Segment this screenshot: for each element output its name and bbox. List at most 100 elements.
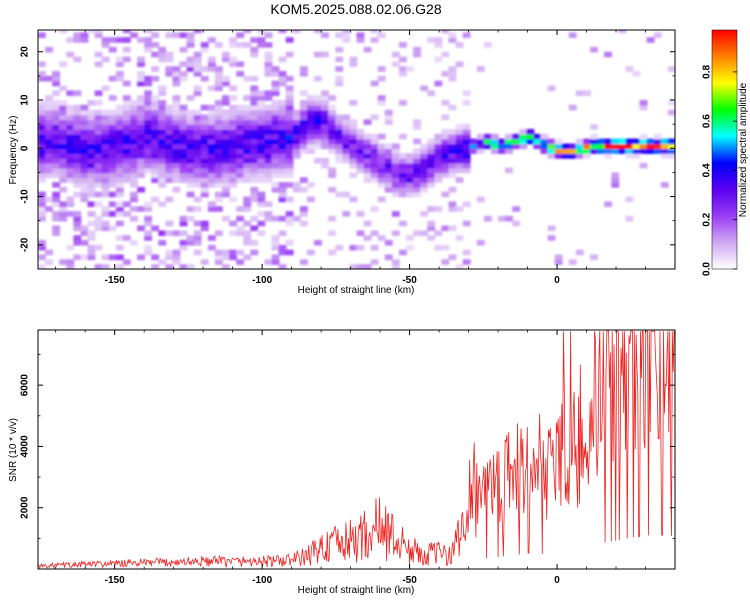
heatmap-cell [193, 61, 202, 67]
heatmap-cell [448, 32, 457, 38]
heatmap-cell [413, 167, 421, 174]
heatmap-cell [448, 71, 457, 77]
heatmap-cell [94, 264, 103, 269]
heatmap-cell [420, 143, 429, 150]
heatmap-cell [434, 138, 443, 145]
heatmap-cell [278, 172, 287, 178]
heatmap-cell [540, 133, 549, 140]
heatmap-cell [250, 85, 259, 92]
heatmap-cell [413, 124, 421, 130]
heatmap-cell [448, 148, 457, 154]
heatmap-cell [193, 157, 202, 164]
heatmap-cell [193, 230, 202, 236]
heatmap-cell [363, 157, 372, 164]
heatmap-cell [299, 206, 308, 212]
heatmap-cell [399, 167, 407, 174]
heatmap-cell [250, 249, 259, 256]
heatmap-cell [271, 182, 280, 188]
heatmap-cell [144, 129, 153, 135]
heatmap-cell [94, 182, 103, 188]
heatmap-cell [144, 95, 153, 101]
heatmap-cell [200, 114, 209, 121]
heatmap-cell [165, 264, 174, 269]
heatmap-cell [342, 143, 351, 150]
heatmap-cell [130, 196, 138, 203]
heatmap-cell [158, 182, 167, 188]
heatmap-cell [406, 177, 414, 183]
heatmap-cell [165, 196, 174, 203]
heatmap-cell [243, 30, 252, 34]
heatmap-cell [80, 182, 89, 188]
heatmap-cell [441, 157, 450, 164]
heatmap-cell [349, 196, 358, 203]
heatmap-cell [80, 172, 89, 178]
heatmap-cell [137, 95, 145, 101]
heatmap-cell [115, 153, 124, 159]
heatmap-cell [441, 244, 450, 251]
heatmap-cell [335, 191, 344, 198]
heatmap-cell [222, 157, 230, 164]
heatmap-cell [165, 254, 174, 261]
heatmap-cell [179, 46, 188, 53]
heatmap-cell [222, 182, 230, 188]
heatmap-cell [299, 114, 308, 121]
heatmap-cell [264, 95, 273, 101]
heatmap-cell [59, 109, 68, 116]
heatmap-cell [73, 215, 82, 222]
heatmap-cell [370, 206, 379, 212]
heatmap-cell [413, 191, 421, 198]
heatmap-cell [222, 80, 230, 87]
heatmap-cell [384, 157, 393, 164]
heatmap-cell [73, 37, 82, 43]
heatmap-cell [214, 75, 223, 82]
heatmap-cell [356, 153, 365, 159]
heatmap-cell [307, 100, 315, 106]
heatmap-cell [299, 259, 308, 265]
heatmap-cell [115, 138, 124, 145]
heatmap-cell [207, 162, 216, 169]
heatmap-cell [292, 215, 301, 222]
heatmap-cell [455, 138, 464, 145]
heatmap-cell [455, 153, 464, 159]
heatmap-cell [222, 138, 230, 145]
heatmap-cell [370, 138, 379, 145]
heatmap-cell [278, 148, 287, 154]
heatmap-cell [165, 167, 174, 174]
heatmap-x-tick-label: 0 [554, 275, 560, 286]
heatmap-cell [130, 100, 138, 106]
heatmap-cell [73, 143, 82, 150]
heatmap-cell [101, 129, 110, 135]
heatmap-cell [80, 230, 89, 236]
heatmap-cell [420, 182, 429, 188]
heatmap-cell [250, 157, 259, 164]
heatmap-cell [314, 51, 322, 58]
heatmap-cell [80, 114, 89, 121]
heatmap-cell [370, 177, 379, 183]
heatmap-cell [448, 162, 457, 169]
colorbar-label: Normalized spectral amplitude [738, 82, 749, 217]
heatmap-cell [349, 56, 358, 63]
heatmap-cell [299, 109, 308, 116]
heatmap-cell [399, 186, 407, 193]
heatmap-cell [299, 119, 308, 125]
heatmap-cell [257, 201, 266, 207]
heatmap-cell [115, 235, 124, 241]
heatmap-cell [45, 153, 53, 159]
heatmap-cell [45, 100, 53, 106]
heatmap-cell [299, 90, 308, 96]
heatmap-cell [179, 124, 188, 130]
heatmap-cell [420, 211, 429, 217]
heatmap-cell [144, 244, 153, 251]
heatmap-cell [38, 244, 46, 251]
heatmap-cell [101, 254, 110, 261]
heatmap-cell [144, 109, 153, 116]
heatmap-cell [179, 119, 188, 125]
heatmap-cell [377, 75, 386, 82]
heatmap-cell [87, 109, 96, 116]
heatmap-cell [137, 80, 145, 87]
heatmap-cell [264, 104, 273, 111]
heatmap-cell [271, 167, 280, 174]
heatmap-cell [292, 114, 301, 121]
heatmap-cell [158, 119, 167, 125]
